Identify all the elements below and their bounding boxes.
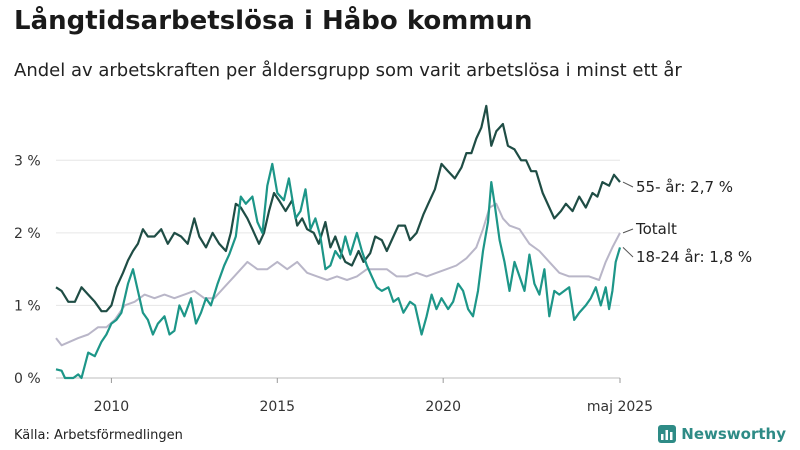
- x-tick-label: 2020: [425, 399, 461, 415]
- chart-title: Långtidsarbetslösa i Håbo kommun: [14, 6, 533, 36]
- axes: 0 % 1 % 2 % 3 % 2010 2015 2020 maj 2025: [14, 153, 653, 415]
- newsworthy-logo-icon: [658, 425, 677, 443]
- label-connector: [622, 181, 634, 188]
- y-tick-label: 0 %: [14, 371, 41, 387]
- x-tick-label: maj 2025: [587, 399, 653, 415]
- series-line-18-24-r: [55, 162, 622, 380]
- series-end-labels: 55- år: 2,7 % Totalt 18-24 år: 1,8 %: [622, 178, 752, 266]
- label-connector: [622, 228, 634, 234]
- x-tick-label: 2015: [259, 399, 295, 415]
- series-end-label: 18-24 år: 1,8 %: [636, 248, 752, 266]
- series-end-label: 55- år: 2,7 %: [636, 178, 733, 196]
- brand-logo[interactable]: Newsworthy: [658, 425, 786, 443]
- series-lines: [55, 104, 622, 380]
- y-tick-label: 3 %: [14, 153, 41, 169]
- x-tick-label: 2010: [94, 399, 130, 415]
- series-line-55-r: [55, 104, 621, 313]
- y-tick-label: 1 %: [14, 298, 41, 314]
- label-connector: [622, 247, 634, 258]
- gridlines: [56, 159, 620, 379]
- brand-name: Newsworthy: [681, 425, 786, 443]
- chart-subtitle: Andel av arbetskraften per åldersgrupp s…: [14, 60, 682, 81]
- y-tick-label: 2 %: [14, 226, 41, 242]
- series-end-label: Totalt: [635, 220, 677, 238]
- series-line-totalt: [55, 202, 621, 347]
- source-note: Källa: Arbetsförmedlingen: [14, 428, 183, 443]
